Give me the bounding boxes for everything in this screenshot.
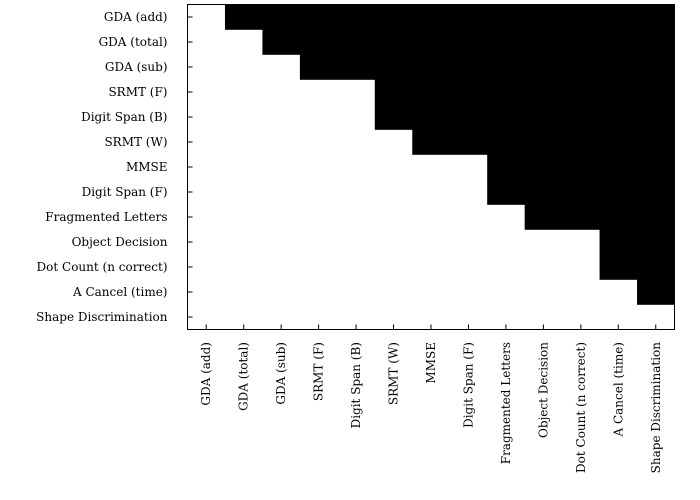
y-tick-label-digit-span-f: Digit Span (F) [82,185,168,199]
heatmap-row-srmt-w-filled-cells [412,129,675,155]
y-axis-labels: GDA (add) GDA (total) GDA (sub) SRMT (F) Dig… [36,10,168,324]
plot-frame [187,4,675,330]
x-axis-ticks [205,324,657,330]
heatmap-row-digit-span-b-filled-cells [374,104,675,130]
x-tick-label-digit-span-f: Digit Span (F) [461,342,475,428]
x-tick-label-object-decision: Object Decision [536,342,550,438]
y-tick-label-gda-add: GDA (add) [104,10,168,24]
x-tick-label-dot-count-n-correct: Dot Count (n correct) [574,342,588,473]
y-tick-label-shape-discrimination: Shape Discrimination [36,310,168,324]
x-tick-label-mmse: MMSE [424,342,438,384]
heatmap-row-digit-span-f-filled-cells [487,179,675,205]
y-tick-label-fragmented-letters: Fragmented Letters [45,210,167,224]
y-tick-label-gda-total: GDA (total) [99,35,168,49]
y-tick-label-mmse: MMSE [126,160,168,174]
y-tick-label-dot-count-n-correct: Dot Count (n correct) [37,260,168,274]
y-axis-ticks [187,16,193,318]
x-tick-label-srmt-w: SRMT (W) [387,342,401,405]
heatmap-row-a-cancel-time-filled-cells [637,279,675,305]
x-axis-labels: GDA (add) GDA (total) GDA (sub) SRMT (F) Dig… [199,342,663,474]
y-tick-label-object-decision: Object Decision [72,235,168,249]
x-tick-label-gda-total: GDA (total) [237,342,251,411]
x-tick-label-a-cancel-time: A Cancel (time) [611,342,625,438]
y-tick-label-digit-span-b: Digit Span (B) [81,110,167,124]
heatmap-row-fragmented-letters-filled-cells [524,204,675,230]
heatmap-row-object-decision-filled-cells [599,229,675,255]
heatmap-row-srmt-f-filled-cells [374,79,675,105]
heatmap-row-mmse-filled-cells [487,154,675,180]
heatmap-row-gda-total-filled-cells [262,29,675,55]
x-tick-label-gda-add: GDA (add) [199,342,213,406]
x-tick-label-digit-span-b: Digit Span (B) [349,342,363,428]
heatmap-row-dot-count-n-correct-filled-cells [599,254,675,280]
x-tick-label-fragmented-letters: Fragmented Letters [499,342,513,464]
x-tick-label-shape-discrimination: Shape Discrimination [649,342,663,474]
y-tick-label-a-cancel-time: A Cancel (time) [72,285,168,299]
x-tick-label-gda-sub: GDA (sub) [274,342,288,405]
heatmap-row-gda-sub-filled-cells [299,54,675,80]
heatmap-row-gda-add-filled-cells [224,4,675,30]
y-tick-label-srmt-f: SRMT (F) [108,85,167,99]
x-tick-label-srmt-f: SRMT (F) [312,342,326,401]
heatmap-cells [224,4,675,305]
y-tick-label-gda-sub: GDA (sub) [105,60,168,74]
y-tick-label-srmt-w: SRMT (W) [104,135,167,149]
